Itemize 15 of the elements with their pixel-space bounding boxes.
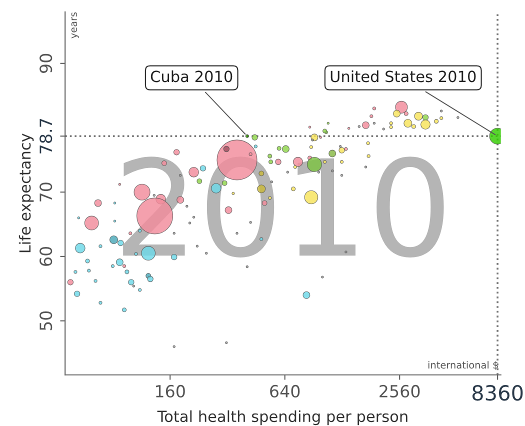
x-tick-label: 640 (270, 384, 300, 398)
x-tick-label: 2560 (380, 384, 420, 398)
annotation: Cuba 2010 (150, 70, 232, 82)
annotation: international $ (428, 361, 498, 370)
y-tick-label: 70 (40, 182, 52, 202)
y-tick-label: 50 (40, 311, 52, 330)
y-axis-title: Life expectancy (18, 134, 34, 252)
y-tick-label: 78.7 (40, 119, 52, 154)
x-tick-label: 8360 (472, 384, 523, 401)
annotation: United States 2010 (330, 70, 476, 82)
annotation: years (71, 12, 79, 38)
x-axis-title: Total health spending per person (157, 410, 408, 426)
x-tick-label: 160 (156, 384, 185, 398)
y-tick-label: 60 (40, 246, 52, 266)
y-tick-label: 90 (40, 54, 52, 73)
